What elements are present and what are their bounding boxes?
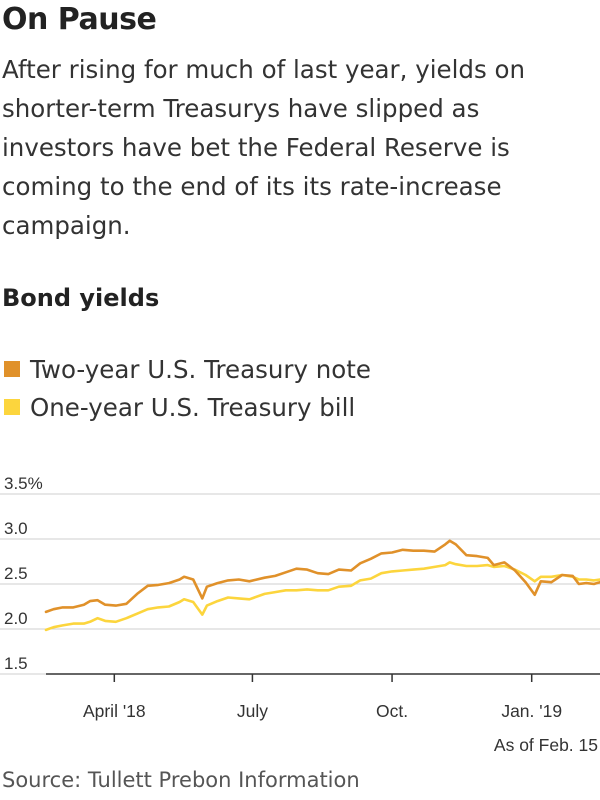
line-chart: 1.5 2.0 2.5 3.0 3.5% April '18 July Oct. Jan. '1…	[0, 474, 600, 721]
source-line: Source: Tullett Prebon Information	[2, 768, 360, 792]
legend-item-one-year: One-year U.S. Treasury bill	[4, 388, 371, 426]
y-tick-label: 3.0	[4, 519, 28, 538]
series-line-one-year	[44, 561, 600, 632]
x-tick-label: Jan. '19	[501, 701, 562, 721]
legend-label-one-year: One-year U.S. Treasury bill	[30, 392, 356, 422]
y-tick-label: 2.5	[4, 564, 28, 583]
y-tick-label: 3.5%	[4, 474, 43, 493]
legend: Two-year U.S. Treasury note One-year U.S…	[4, 350, 371, 426]
y-tick-label: 1.5	[4, 654, 28, 673]
chart-subtitle: After rising for much of last year, yiel…	[2, 55, 526, 240]
x-tick-label: July	[237, 701, 268, 721]
legend-label-two-year: Two-year U.S. Treasury note	[30, 354, 371, 384]
chart-title: On Pause	[2, 2, 157, 37]
section-heading: Bond yields	[2, 284, 160, 312]
date-note: As of Feb. 15	[493, 735, 598, 755]
legend-swatch-one-year	[4, 399, 20, 415]
series-line-two-year	[44, 539, 600, 614]
x-tick-label: April '18	[83, 701, 146, 721]
x-tick-label: Oct.	[376, 701, 408, 721]
y-tick-label: 2.0	[4, 609, 28, 628]
legend-item-two-year: Two-year U.S. Treasury note	[4, 350, 371, 388]
legend-swatch-two-year	[4, 361, 20, 377]
